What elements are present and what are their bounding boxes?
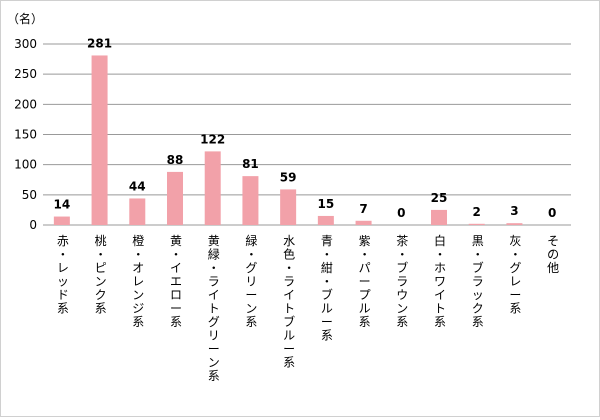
bar	[506, 223, 523, 225]
category-label: 桃・ピンク系	[95, 233, 107, 316]
data-label: 88	[167, 153, 184, 167]
bar	[242, 176, 259, 225]
category-label: 橙・オレンジ系	[132, 233, 144, 329]
data-label: 3	[510, 204, 518, 218]
data-label: 44	[129, 179, 146, 193]
gridlines	[43, 43, 571, 226]
category-label: その他	[547, 234, 559, 275]
y-tick-label: 100	[14, 158, 37, 172]
bar	[53, 216, 70, 225]
y-tick-label: 150	[14, 128, 37, 142]
bar	[91, 55, 108, 225]
category-label: 緑・グリーン系	[245, 233, 257, 329]
category-label: 白・ホワイト系	[434, 233, 446, 329]
category-label: 赤・レッド系	[57, 234, 69, 316]
unit-label: （名）	[7, 11, 43, 26]
bar	[129, 198, 146, 225]
category-label: 水色・ライトブルー系	[283, 234, 295, 370]
y-tick-label: 0	[29, 218, 37, 232]
category-label: 黄緑・ライトグリーン系	[208, 234, 220, 383]
category-label: 青・紺・ブルー系	[321, 234, 333, 343]
category-label: 灰・グレー系	[509, 234, 521, 316]
category-label: 黄・イエロー系	[170, 234, 182, 329]
bar	[468, 223, 485, 225]
data-label: 0	[548, 206, 556, 220]
y-tick-label: 250	[14, 67, 37, 81]
bar	[317, 215, 334, 225]
y-tick-label: 200	[14, 97, 37, 111]
data-label: 15	[318, 197, 335, 211]
y-tick-label: 300	[14, 37, 37, 51]
category-labels: 赤・レッド系 桃・ピンク系 橙・オレンジ系 黄・イエロー系 黄緑・ライトグリーン系 緑・グ…	[57, 233, 559, 383]
bar	[355, 220, 372, 225]
bar	[204, 151, 221, 225]
data-label: 81	[242, 157, 259, 171]
data-label: 0	[397, 206, 405, 220]
data-labels: 14 281 44 88 122 81 59 15 7 0 25 2 3 0	[54, 36, 557, 220]
bar	[167, 171, 183, 225]
category-label: 茶・ブラウン系	[396, 233, 408, 329]
data-label: 2	[473, 205, 481, 219]
category-label: 黒・ブラック系	[472, 234, 484, 329]
bars	[53, 55, 523, 225]
data-label: 59	[280, 170, 297, 184]
data-label: 7	[359, 202, 367, 216]
data-label: 14	[54, 198, 71, 212]
bar	[280, 189, 297, 225]
y-tick-label: 50	[22, 188, 37, 202]
category-label: 紫・パープル系	[359, 234, 371, 329]
data-label: 25	[431, 191, 448, 205]
y-axis-ticks: 0 50 100 150 200 250 300	[14, 37, 37, 232]
bar	[431, 209, 447, 225]
data-label: 122	[200, 132, 225, 146]
data-label: 281	[87, 36, 112, 50]
